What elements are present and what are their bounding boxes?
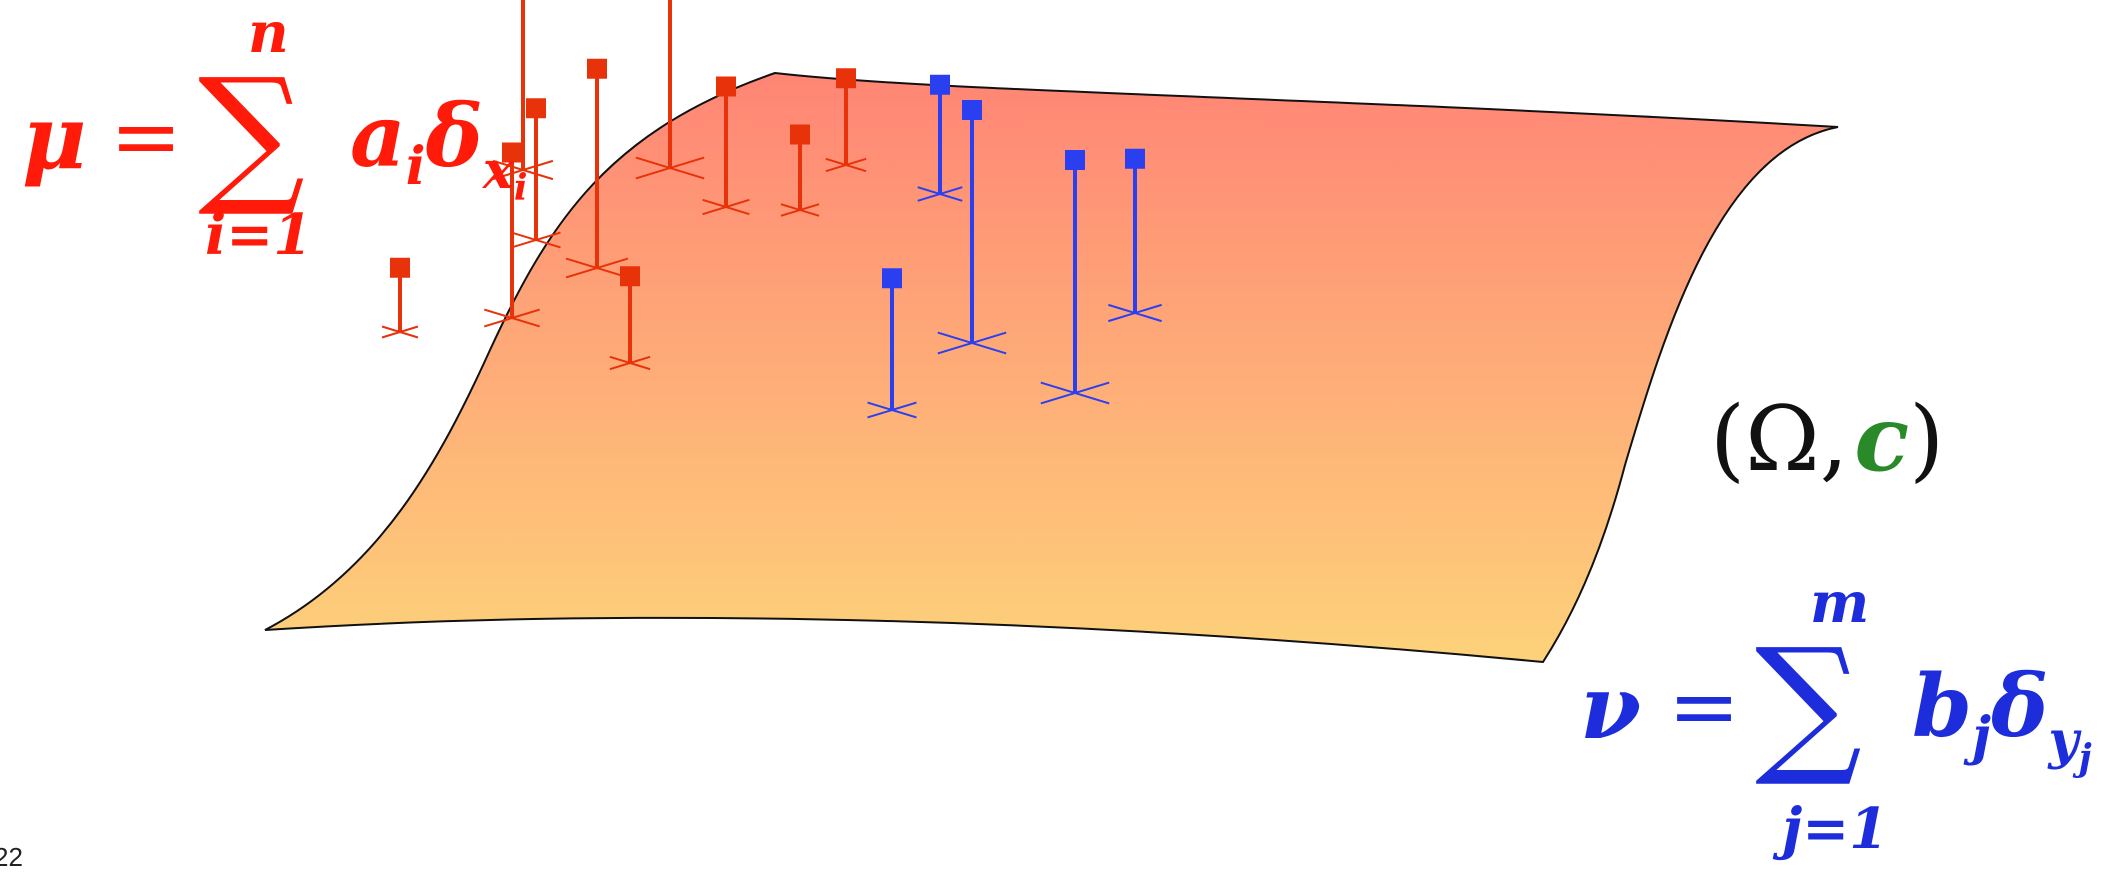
nu-mass-3 xyxy=(867,268,917,419)
nu-mass-square xyxy=(1125,148,1145,169)
mu-mass-1 xyxy=(492,0,554,181)
mu-mass-8 xyxy=(381,257,419,339)
nu-sum-upper: m xyxy=(1810,570,1869,636)
mu-delta-subsub: i xyxy=(514,167,528,209)
mu-base-cross xyxy=(635,156,705,180)
omega-surface xyxy=(264,71,1839,664)
mu-base-cross xyxy=(702,198,750,216)
page-number: 22 xyxy=(0,842,23,872)
mu-formula: μ = ∑ n i=1 aiδxi xyxy=(22,0,528,268)
nu-mass-square xyxy=(930,74,950,95)
nu-coeff-letter: b xyxy=(1912,656,1972,757)
nu-mass-1 xyxy=(917,74,963,202)
nu-sum-symbol: ∑ xyxy=(1755,617,1862,791)
omega-open: (Ω, xyxy=(1710,387,1848,492)
mu-coeff-letter: a xyxy=(350,86,406,187)
mu-sum-upper: n xyxy=(248,0,289,66)
mu-mass-3 xyxy=(565,58,629,279)
mu-mass-10 xyxy=(780,124,820,217)
mu-dirac-masses xyxy=(381,0,867,371)
nu-mass-square xyxy=(962,100,982,120)
nu-base-cross xyxy=(867,401,917,419)
nu-equals: = xyxy=(1668,657,1740,757)
nu-mass-4 xyxy=(1040,150,1110,405)
mu-mass-5 xyxy=(702,76,750,216)
mu-delta-sub: x xyxy=(482,140,515,201)
nu-delta: δ xyxy=(1990,656,2048,757)
nu-mass-square xyxy=(1065,150,1085,170)
mu-base-cross xyxy=(609,355,651,371)
space-formula: (Ω,c) xyxy=(1710,386,1944,492)
mu-mass-2 xyxy=(511,98,561,249)
mu-mass-4 xyxy=(635,0,705,180)
cost-symbol: c xyxy=(1854,386,1909,492)
mu-mass-square xyxy=(716,76,736,97)
nu-delta-sub: y xyxy=(2047,710,2082,771)
mu-base-cross xyxy=(780,203,820,217)
mu-mass-square xyxy=(587,58,607,79)
nu-base-cross xyxy=(917,186,963,202)
mu-equals: = xyxy=(110,87,182,187)
mu-coeff-index: i xyxy=(406,136,426,197)
omega-close: ) xyxy=(1909,387,1944,492)
nu-base-cross xyxy=(1040,381,1110,405)
nu-formula: ν = ∑ m j=1 bjδyj xyxy=(1580,570,2092,862)
nu-base-cross xyxy=(937,331,1007,355)
mu-mass-square xyxy=(790,124,810,145)
nu-base-cross xyxy=(1108,303,1162,323)
nu-dirac-masses xyxy=(867,74,1162,419)
nu-mass-2 xyxy=(937,100,1007,355)
mu-mass-square xyxy=(620,266,640,287)
nu-mass-square xyxy=(882,268,902,289)
mu-base-cross xyxy=(492,159,554,181)
mu-base-cross xyxy=(565,257,629,279)
mu-sum-lower: i=1 xyxy=(205,202,312,268)
mu-base-cross xyxy=(381,325,419,339)
mu-mass-square xyxy=(502,142,522,163)
mu-mass-square xyxy=(526,98,546,119)
mu-sum-symbol: ∑ xyxy=(198,47,305,221)
nu-term: bjδyj xyxy=(1912,656,2092,779)
mu-coefficient: aiδxi xyxy=(350,86,528,209)
nu-mass-5 xyxy=(1108,148,1162,323)
mu-mass-6 xyxy=(825,68,867,173)
nu-sum-lower: j=1 xyxy=(1772,796,1888,862)
mu-base-cross xyxy=(483,308,541,328)
mu-base-cross xyxy=(511,231,561,249)
mu-base-cross xyxy=(825,157,867,173)
mu-mass-square xyxy=(390,257,410,278)
mu-symbol: μ xyxy=(22,85,86,189)
mu-mass-7 xyxy=(483,142,541,328)
mu-delta: δ xyxy=(425,86,483,187)
omega-label: (Ω,c) xyxy=(1710,386,1944,492)
mu-mass-9 xyxy=(609,266,651,371)
mu-mass-square xyxy=(836,68,856,89)
nu-symbol: ν xyxy=(1580,655,1641,759)
